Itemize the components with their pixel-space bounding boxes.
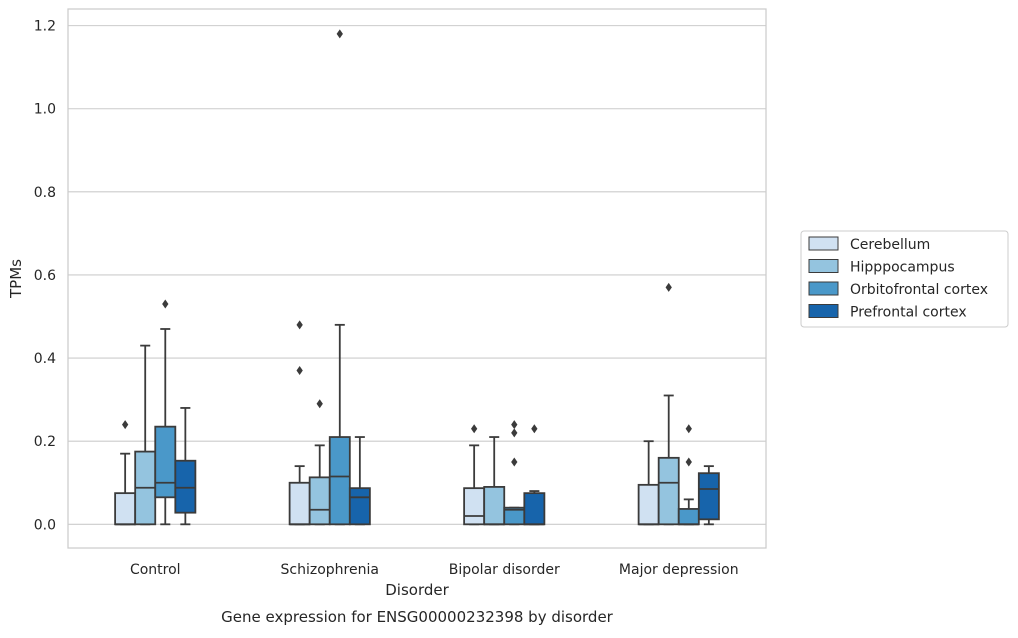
legend: Cerebellum Hipppocampus Orbitofrontal cort… <box>800 230 1009 328</box>
outlier-point <box>511 420 518 430</box>
x-axis-label: Disorder <box>385 581 449 599</box>
box <box>523 492 546 526</box>
x-tick-label: Major depression <box>619 562 739 578</box>
outlier-point <box>336 29 343 39</box>
legend-label: Orbitofrontal cortex <box>850 282 988 298</box>
box <box>697 472 720 521</box>
outlier-point <box>296 320 303 330</box>
box-group <box>288 29 371 526</box>
y-axis-ticks: 0.0 0.2 0.4 0.6 0.8 1.0 1.2 <box>34 19 56 534</box>
box-group <box>114 299 197 526</box>
x-tick-label: Control <box>130 562 181 578</box>
box <box>114 492 137 526</box>
legend-label: Hipppocampus <box>850 260 955 276</box>
box <box>483 486 506 526</box>
legend-item: Cerebellum <box>808 236 930 253</box>
box-group <box>463 420 546 526</box>
box-groups <box>114 29 720 526</box>
legend-swatch <box>808 259 839 273</box>
y-tick-label: 1.2 <box>34 19 56 35</box>
outlier-point <box>665 282 672 292</box>
box <box>657 456 680 526</box>
box <box>637 483 660 526</box>
box <box>348 487 371 526</box>
box <box>308 476 331 526</box>
grid-lines <box>68 25 766 525</box>
outlier-point <box>511 457 518 467</box>
y-tick-label: 0.8 <box>34 185 56 201</box>
outlier-point <box>511 428 518 438</box>
legend-label: Cerebellum <box>850 237 930 253</box>
y-tick-label: 0.0 <box>34 517 56 533</box>
legend-items: Cerebellum Hipppocampus Orbitofrontal cort… <box>808 236 988 321</box>
outlier-point <box>685 457 692 467</box>
y-tick-label: 1.0 <box>34 102 56 118</box>
x-axis-ticks: Control Schizophrenia Bipolar disorder Majo… <box>130 562 739 578</box>
legend-swatch <box>808 236 839 251</box>
legend-item: Hipppocampus <box>808 259 955 276</box>
outlier-point <box>162 299 169 309</box>
legend-swatch <box>808 304 839 318</box>
box <box>174 459 197 514</box>
outlier-point <box>296 366 303 376</box>
box <box>288 481 311 526</box>
outlier-point <box>685 424 692 434</box>
y-tick-label: 0.6 <box>34 268 56 284</box>
box <box>463 487 486 526</box>
y-tick-label: 0.2 <box>34 434 56 450</box>
box <box>154 425 177 499</box>
box <box>328 436 351 526</box>
box <box>677 508 700 526</box>
legend-swatch <box>808 281 839 296</box>
outlier-point <box>316 399 323 409</box>
legend-label: Prefrontal cortex <box>850 305 967 321</box>
box-group <box>637 282 720 526</box>
outlier-point <box>531 424 538 434</box>
legend-frame <box>800 230 1009 328</box>
plot-area <box>67 8 767 549</box>
y-axis-label: TPMs <box>7 259 25 299</box>
plot-frame <box>67 8 767 549</box>
chart-caption: Gene expression for ENSG00000232398 by d… <box>221 608 614 626</box>
outlier-point <box>470 424 478 434</box>
x-tick-label: Bipolar disorder <box>449 562 560 578</box>
y-tick-label: 0.4 <box>34 351 56 367</box>
outlier-point <box>121 420 129 430</box>
legend-item: Orbitofrontal cortex <box>808 281 988 298</box>
legend-item: Prefrontal cortex <box>808 304 967 321</box>
x-tick-label: Schizophrenia <box>281 562 379 578</box>
